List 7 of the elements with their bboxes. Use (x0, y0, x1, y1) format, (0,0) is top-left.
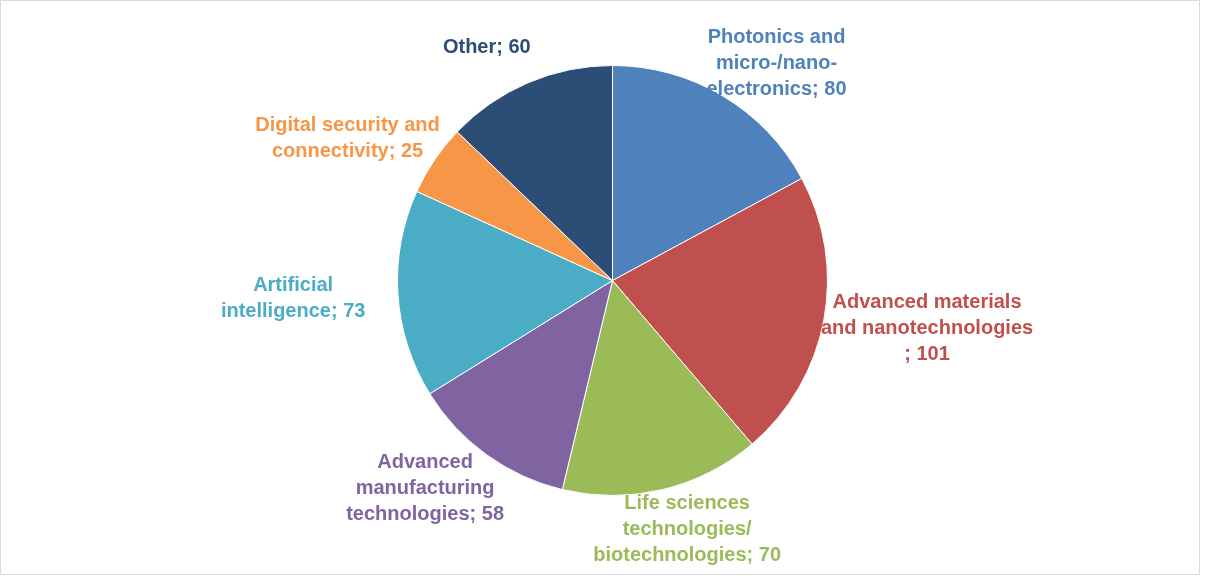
data-label: ; 101 (904, 342, 950, 365)
slice-label: Other; 60 (442, 34, 531, 57)
slice-label: Advanced materials and nanotechnologies (820, 290, 1034, 339)
slice-label: Advanced manufacturing technologies; 58 (346, 450, 505, 525)
slice-label: Artificial intelligence; 73 (220, 272, 366, 321)
slice-label: Digital security and connectivity; 25 (255, 113, 440, 162)
slice-label: Life sciences technologies/ biotechnologies; 70 (593, 491, 782, 566)
